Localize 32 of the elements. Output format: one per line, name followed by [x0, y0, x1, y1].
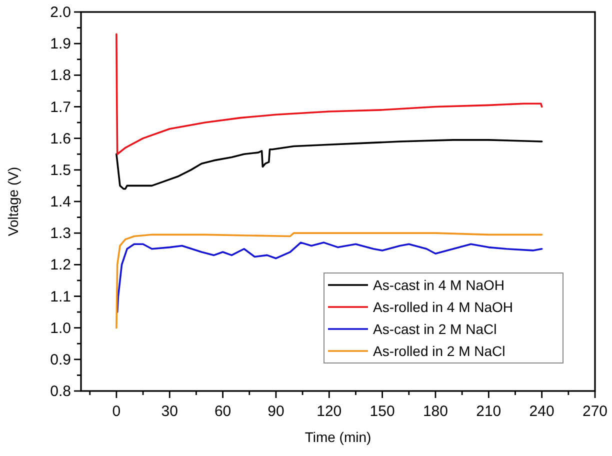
y-axis-title: Voltage (V) [5, 166, 21, 236]
text: 1.0 [50, 320, 71, 337]
y-tick-label: 1.1 [50, 288, 71, 306]
y-tick-label: 1.2 [50, 256, 71, 274]
y-tick-label: 1.6 [50, 130, 71, 148]
line-series [116, 242, 543, 313]
text: 2.0 [50, 4, 71, 21]
legend-label: As-cast in 2 M NaCl [373, 321, 497, 337]
y-tick-label: 1.4 [50, 194, 71, 210]
legend-label: As-rolled in 4 M NaOH [373, 299, 514, 315]
y-tick-label: 1.5 [50, 162, 71, 179]
y-tick-label: 0.8 [50, 383, 71, 400]
x-tick-label: 270 [582, 403, 608, 420]
line-series [116, 139, 543, 190]
y-tick-label: 1.8 [50, 67, 71, 84]
x-tick-label: 90 [268, 403, 284, 420]
line-series [116, 33, 543, 156]
y-tick-label: 0.9 [50, 351, 71, 368]
x-tick-label: 120 [316, 403, 342, 420]
x-tick-label: 60 [214, 403, 232, 420]
y-tick-label: 1.9 [50, 36, 71, 53]
x-tick-label: 30 [161, 403, 178, 420]
x-tick-label: 150 [370, 403, 395, 420]
x-tick-label: 0 [112, 403, 121, 420]
x-tick-label: 210 [476, 403, 502, 420]
x-axis-title: Time (min) [304, 429, 372, 445]
y-tick-label: 1.3 [50, 225, 71, 242]
x-tick-label: 240 [529, 403, 554, 420]
y-tick-label: 1.7 [50, 98, 71, 116]
x-tick-label: 180 [422, 403, 448, 420]
legend-label: As-cast in 4 M NaOH [373, 277, 504, 293]
legend-label: As-rolled in 2 M NaCl [373, 343, 506, 359]
